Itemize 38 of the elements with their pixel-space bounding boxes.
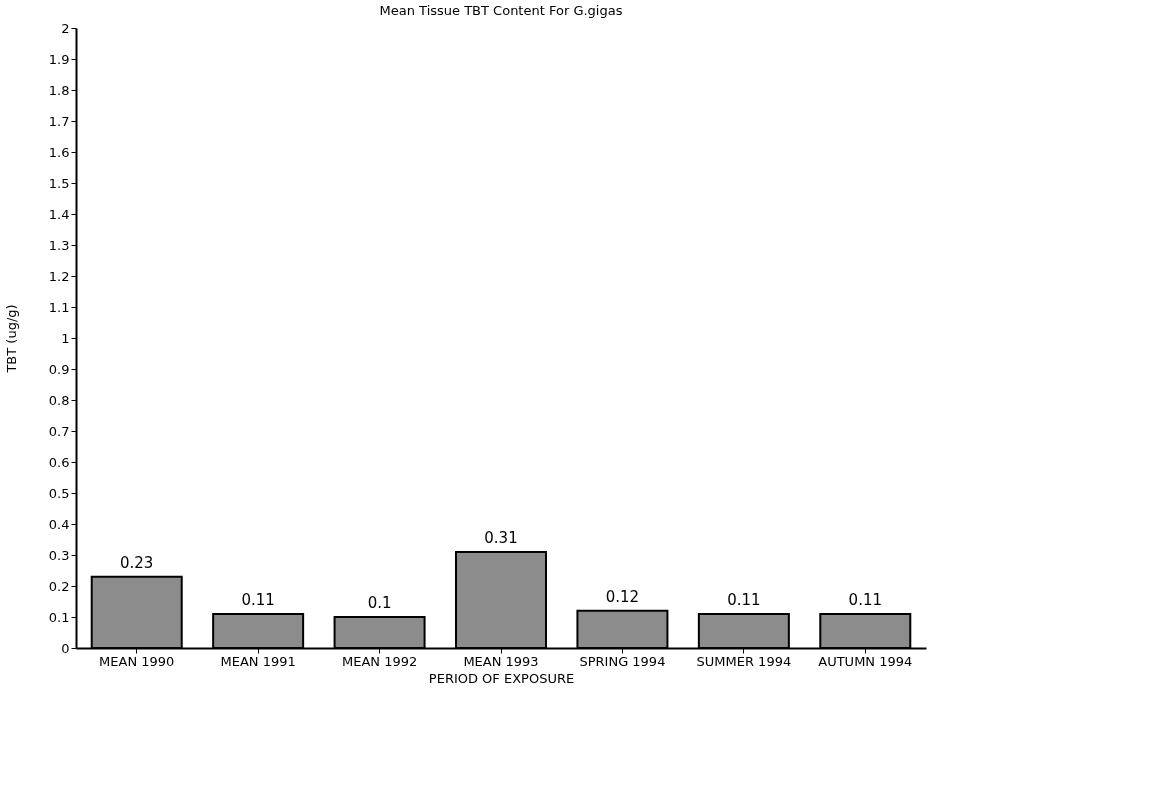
data-label: 0.11: [241, 590, 275, 609]
y-tick-label: 0.5: [48, 485, 70, 501]
y-tick-label: 1.3: [48, 237, 70, 253]
y-tick-label: 1: [61, 330, 70, 346]
x-tick-label: MEAN 1990: [99, 653, 175, 669]
y-tick-label: 0: [61, 640, 70, 656]
y-tick-label: 0.2: [48, 578, 70, 594]
x-axis-title: PERIOD OF EXPOSURE: [428, 670, 575, 686]
x-tick-label: MEAN 1991: [220, 653, 296, 669]
y-tick-label: 1.2: [48, 268, 70, 284]
y-tick-label: 0.3: [48, 547, 70, 563]
y-tick-label: 1.7: [48, 113, 70, 129]
chart-title: Mean Tissue TBT Content For G.gigas: [379, 3, 623, 18]
y-tick-label: 1.8: [48, 82, 70, 98]
y-tick-label: 1.1: [48, 299, 70, 315]
data-label: 0.23: [120, 553, 154, 572]
y-tick-label: 0.7: [48, 423, 70, 439]
y-tick-label: 0.6: [48, 454, 70, 470]
y-tick-label: 0.1: [48, 609, 70, 625]
data-label: 0.11: [727, 590, 761, 609]
x-tick-label: MEAN 1993: [463, 653, 539, 669]
x-tick-label: AUTUMN 1994: [818, 653, 913, 669]
y-tick-label: 1.9: [48, 51, 70, 67]
data-label: 0.31: [484, 528, 518, 547]
y-tick-label: 1.6: [48, 144, 70, 160]
x-tick-label: SUMMER 1994: [696, 653, 792, 669]
data-label: 0.12: [605, 587, 640, 606]
data-label: 0.11: [848, 590, 882, 609]
y-tick-label: 2: [61, 20, 70, 36]
data-label: 0.1: [367, 594, 392, 612]
y-tick-label: 1.4: [48, 206, 70, 222]
y-tick-label: 0.8: [48, 392, 70, 408]
x-tick-label: MEAN 1992: [341, 653, 418, 669]
y-tick-label: 1.5: [48, 175, 70, 191]
y-tick-label: 0.9: [48, 361, 70, 377]
y-axis-title: TBT (ug/g): [3, 304, 19, 374]
x-tick-label: SPRING 1994: [579, 653, 666, 669]
y-tick-label: 0.4: [48, 516, 70, 532]
